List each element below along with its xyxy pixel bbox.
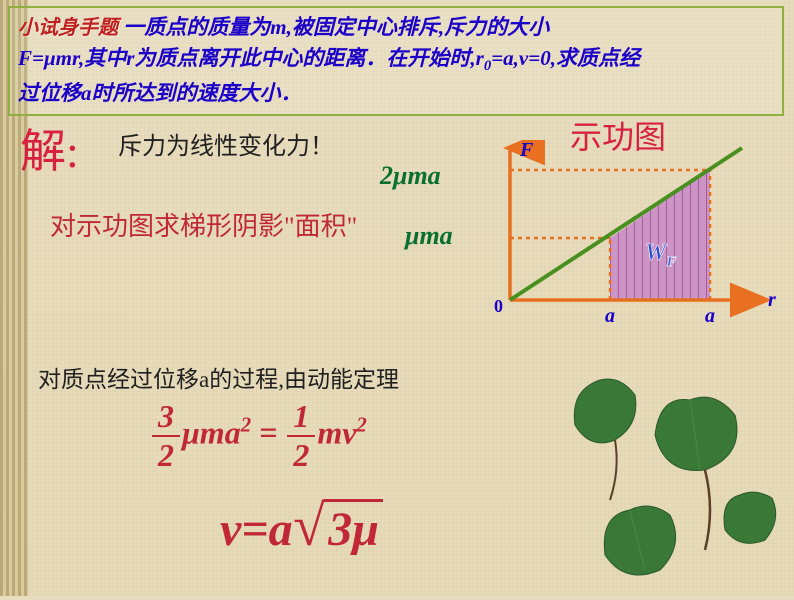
axis-label-F: F (519, 140, 534, 161)
solution-label: 解: (20, 115, 79, 181)
sqrt-sign: √ (293, 495, 325, 558)
y-label-muma: μma (405, 221, 453, 251)
trapezoid-area-text: 对示功图求梯形阴影"面积" (50, 206, 357, 243)
ivy-leaf-decoration (560, 340, 794, 600)
y-label-2muma: 2μma (380, 161, 441, 191)
linear-force-remark: 斥力为线性变化力！ (118, 126, 334, 161)
energy-equation: 3 2 μma2 = 1 2 mv2 (150, 398, 367, 474)
problem-line2b: 其中r为质点离开此中心的距离．在开始时,r (84, 46, 484, 70)
problem-line1: 一质点的质量为m,被固定中心排斥,斥力的大小 (123, 15, 549, 39)
origin-label: 0 (494, 296, 503, 316)
sqrt-radicand: 3μ (324, 499, 383, 557)
problem-text: 小试身手题 一质点的质量为m,被固定中心排斥,斥力的大小 F=μmr,其中r为质… (18, 12, 774, 108)
fraction-3-2: 3 2 (152, 398, 180, 474)
graph-svg: F r 0 a a WF (490, 140, 780, 340)
axis-label-r: r (768, 289, 776, 311)
problem-line3: 过位移a时所达到的速度大小． (18, 81, 302, 105)
process-text: 对质点经过位移a的过程,由动能定理 (38, 360, 399, 394)
problem-line2a: F=μmr, (18, 46, 84, 70)
fraction-1-2: 1 2 (287, 398, 315, 474)
problem-statement-box: 小试身手题 一质点的质量为m,被固定中心排斥,斥力的大小 F=μmr,其中r为质… (8, 6, 784, 116)
velocity-result: v=a√3μ (220, 494, 383, 559)
problem-intro-label: 小试身手题 (18, 17, 118, 39)
x-tick-a1: a (605, 305, 615, 327)
work-diagram-graph: F r 0 a a WF (490, 140, 780, 330)
x-tick-a2: a (705, 305, 715, 327)
problem-line2c: =a,v=0,求质点经 (491, 46, 640, 70)
